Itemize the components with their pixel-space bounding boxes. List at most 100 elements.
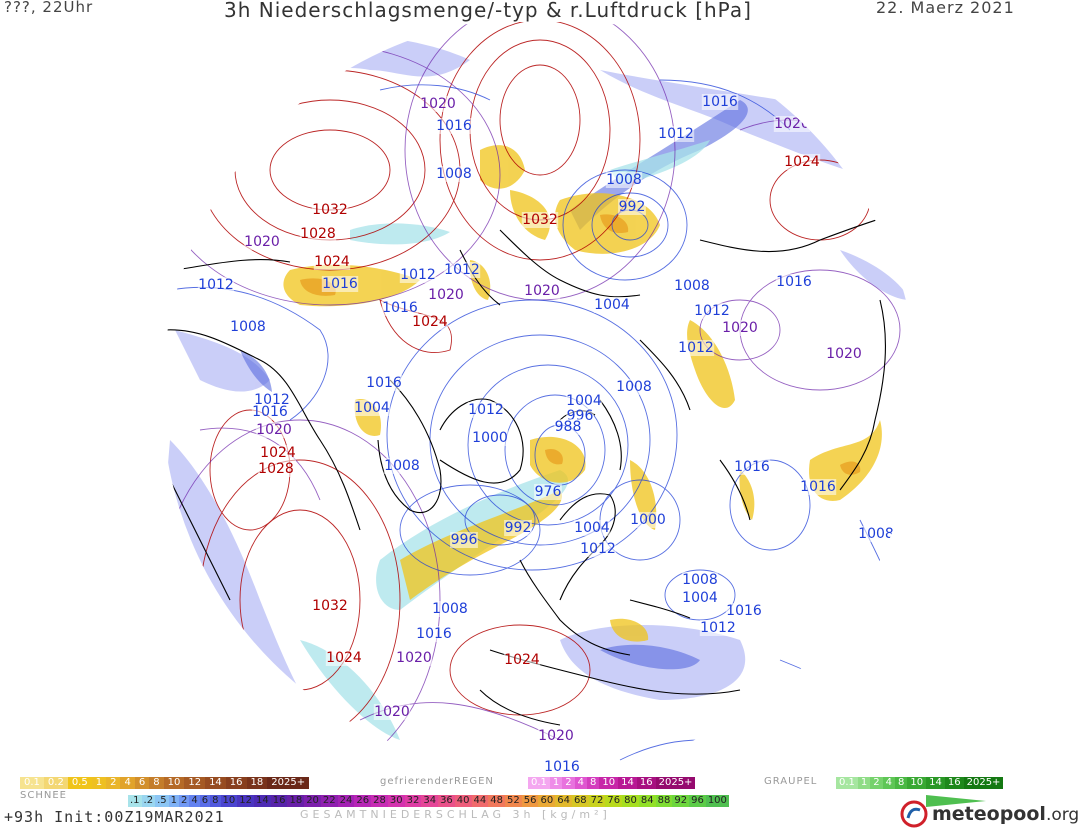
- isobar-label-bg: [523, 283, 561, 299]
- isobar-label-bg: [259, 445, 297, 461]
- legend-snow-cell: 36: [438, 795, 455, 807]
- total-precip-label: GESAMTNIEDERSCHLAG 3h [kg/m²]: [300, 808, 611, 821]
- isobar-label: 1020: [538, 728, 574, 744]
- isobar-label-bg: [615, 379, 653, 395]
- legend-rain-cell: 16: [225, 777, 247, 789]
- isobar-label: 1020: [722, 320, 758, 336]
- isobar-label: 1008: [674, 278, 710, 294]
- isobar-label-bg: [419, 96, 457, 112]
- isobar-label: 1012: [634, 759, 670, 775]
- isobar-label-bg: [677, 340, 715, 356]
- isobar-label-bg: [825, 346, 863, 362]
- isobar-label: 1008: [432, 601, 468, 617]
- legend-snow-cell: 1: [168, 795, 180, 807]
- isobar-label: 1016: [776, 274, 812, 290]
- isobar-label-bg: [299, 226, 337, 242]
- meteopool-logo[interactable]: meteopool.org: [900, 800, 1079, 828]
- isobar-label: 1016: [322, 276, 358, 292]
- legend-rain-cell: 2025+: [267, 777, 310, 789]
- legend-graupel: 0.1 1 2 4 8 10 14 16 2025+: [836, 777, 1004, 789]
- legend-freezing_rain-cell: 10: [599, 777, 619, 789]
- legend-snow-cell: 10: [220, 795, 238, 807]
- isobar-label: 1012: [468, 402, 504, 418]
- isobar-label-bg: [699, 620, 737, 636]
- isobar-label: 1032: [522, 212, 558, 228]
- run-label: ???, 22Uhr: [4, 0, 94, 16]
- legend-snow-cell: 28: [371, 795, 388, 807]
- isobar-label-bg: [411, 314, 449, 330]
- isobar-label-bg: [733, 459, 771, 475]
- isobar-label-bg: [521, 212, 559, 228]
- coastlines: [164, 209, 911, 726]
- isobar-label-bg: [399, 267, 437, 283]
- isobar-label-bg: [431, 601, 469, 617]
- isobar-label-bg: [471, 430, 509, 446]
- isobar-label: 1012: [400, 267, 436, 283]
- isobar-label: 1008: [616, 379, 652, 395]
- isobar-label: 1016: [726, 603, 762, 619]
- legend-snow-cell: 88: [655, 795, 673, 807]
- legend-snow-cell: 24: [337, 795, 355, 807]
- isobar-label: 1024: [260, 445, 296, 461]
- isobar-label-bg: [725, 603, 763, 619]
- forecast-run-info: +93h Init:00Z19MAR2021: [4, 808, 225, 826]
- isobar-label: 976: [535, 484, 562, 500]
- legend-snow-cell: 56: [521, 795, 539, 807]
- legend-graupel-cell: 2: [870, 777, 883, 789]
- isobar-label: 1016: [544, 759, 580, 775]
- legend-rain-cell: 14: [205, 777, 226, 789]
- isobar-label-bg: [321, 276, 359, 292]
- isobar-label: 1020: [244, 234, 280, 250]
- legend-snow-cell: 40: [454, 795, 472, 807]
- isobar-label-bg: [443, 262, 481, 278]
- isobar-label: 1020: [524, 283, 560, 299]
- legend-snow-cell: 80: [622, 795, 639, 807]
- legend-snow-cell: 60: [538, 795, 556, 807]
- isobar-label-bg: [257, 461, 295, 477]
- isobar-label-bg: [721, 320, 759, 336]
- isobar-label: 1012: [830, 662, 866, 678]
- legend-snow-cell: 6: [199, 795, 211, 807]
- isobar-label-bg: [383, 458, 421, 474]
- isobar-label: 1012: [694, 303, 730, 319]
- isobar-label: 992: [505, 520, 532, 536]
- legend-graupel-cell: 2025+: [963, 777, 1004, 789]
- isobar-label: 1004: [574, 520, 610, 536]
- isobar-label: 1016: [734, 459, 770, 475]
- legend-rain-cell: 8: [149, 777, 164, 789]
- isobar-label-bg: [543, 759, 581, 773]
- legend-snow-cell: .5: [155, 795, 169, 807]
- isobar-label-bg: [573, 520, 611, 536]
- legend-snow-cell: .2: [141, 795, 156, 807]
- isobar-label: 1020: [374, 704, 410, 720]
- legend-freezing_rain-cell: 2: [562, 777, 575, 789]
- isobar-label-bg: [313, 254, 351, 270]
- isobar-label: 1020: [774, 116, 810, 132]
- legend-graupel-cell: 14: [926, 777, 945, 789]
- isobar-label-bg: [373, 704, 411, 720]
- legend-snow-cell: 92: [672, 795, 690, 807]
- isobar-label-bg: [467, 402, 505, 418]
- isobar-label-bg: [605, 172, 643, 188]
- isobar-label-bg: [799, 479, 837, 495]
- legend-snow-cell: 22: [320, 795, 338, 807]
- isobar-label: 996: [451, 532, 478, 548]
- isobar-label: 1008: [436, 166, 472, 182]
- isobar-label: 1016: [702, 94, 738, 110]
- isobar-label-bg: [427, 287, 465, 303]
- isobar-label-bg: [857, 526, 895, 542]
- isobar-label: 1020: [826, 346, 862, 362]
- legend-snow-cell: 96: [689, 795, 706, 807]
- isobar-label: 1008: [682, 572, 718, 588]
- legend-graupel-cell: 10: [907, 777, 927, 789]
- isobar-label: 1012: [198, 277, 234, 293]
- legend-rain-cell: 2: [106, 777, 121, 789]
- valid-date: 22. Maerz 2021: [876, 0, 1015, 17]
- legend-snow-cell: 16: [270, 795, 288, 807]
- legend-snow-cell: 84: [638, 795, 656, 807]
- isobar-label-bg: [701, 94, 739, 110]
- isobar-label-bg: [311, 202, 349, 218]
- legend-snow-cell: 8: [210, 795, 221, 807]
- isobar-label-bg: [681, 572, 719, 588]
